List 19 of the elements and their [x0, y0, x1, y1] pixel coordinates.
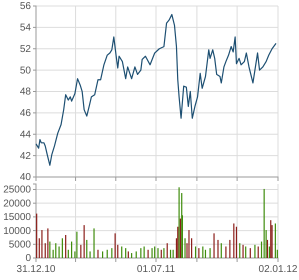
y-tick-label: 40 [20, 172, 32, 184]
x-tick-label: 31.12.10 [16, 264, 56, 276]
y-tick-label: 42 [20, 150, 32, 162]
y-tick-label: 5000 [8, 239, 32, 250]
y-tick-label: 52 [20, 44, 32, 55]
y-tick-label: 50 [20, 65, 32, 76]
y-tick-label: 44 [20, 129, 32, 140]
y-tick-label: 56 [20, 1, 32, 12]
y-tick-label: 54 [20, 22, 32, 34]
y-tick-label: 46 [20, 108, 32, 120]
y-tick-label: 15000 [3, 212, 32, 224]
x-tick-label: 01.07.11 [136, 264, 176, 276]
y-tick-label: 25000 [3, 184, 32, 196]
y-tick-label: 48 [20, 86, 32, 98]
line-series [35, 14, 277, 166]
y-tick-label: 0 [25, 253, 32, 264]
y-tick-label: 10000 [3, 226, 32, 237]
x-tick-label: 02.01.12 [258, 264, 298, 276]
y-tick-label: 20000 [3, 198, 32, 210]
